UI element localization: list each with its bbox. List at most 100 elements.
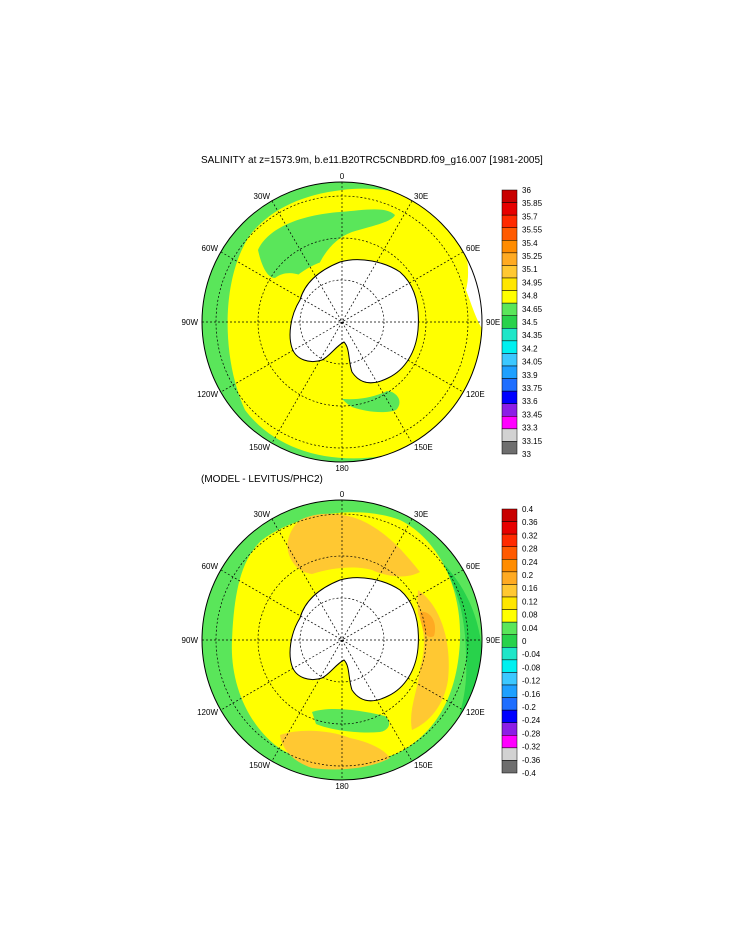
colorbar-swatch — [501, 735, 518, 749]
colorbar-swatch — [501, 508, 518, 522]
colorbar-tick-label: 35.7 — [522, 212, 538, 221]
colorbar-swatch — [501, 760, 518, 774]
lon-label: 180 — [335, 782, 349, 791]
colorbar-tick-label: 0.32 — [522, 531, 538, 540]
lon-label: 120E — [466, 390, 485, 399]
lon-label: 0 — [340, 490, 345, 499]
colorbar-tick-label: 0.08 — [522, 611, 538, 620]
colorbar-swatch — [501, 697, 518, 711]
colorbar-tick-label: -0.08 — [522, 663, 541, 672]
colorbar-tick-label: 33.6 — [522, 397, 538, 406]
map-salinity: 0 30E 60E 90E 120E 150E 180 150W 120W 90… — [182, 172, 543, 473]
lon-label: 60W — [202, 562, 219, 571]
colorbar-tick-label: 34.95 — [522, 278, 543, 287]
lon-label: 120E — [466, 708, 485, 717]
lon-label: 60E — [466, 244, 480, 253]
colorbar-tick-label: 34.05 — [522, 358, 543, 367]
colorbar-tick-label: 33.3 — [522, 424, 538, 433]
colorbar-swatch — [501, 315, 518, 329]
colorbar-tick-label: 0.36 — [522, 518, 538, 527]
colorbar-swatch — [501, 571, 518, 585]
colorbar-salinity: 36 35.85 35.7 35.55 35.4 35.25 35.1 34.95 34.8 34… — [501, 186, 543, 459]
colorbar-tick-label: 34.2 — [522, 344, 538, 353]
colorbar-tick-label: 35.4 — [522, 239, 538, 248]
colorbar-swatch — [501, 672, 518, 686]
colorbar-swatch — [501, 521, 518, 535]
lon-label: 90E — [486, 318, 500, 327]
lon-label: 0 — [340, 172, 345, 181]
colorbar-tick-label: 0.04 — [522, 624, 538, 633]
colorbar-tick-label: 0 — [522, 637, 527, 646]
lon-label: 120W — [197, 708, 218, 717]
colorbar-tick-label: -0.24 — [522, 716, 541, 725]
colorbar-swatch — [501, 647, 518, 661]
colorbar-tick-label: 35.85 — [522, 199, 543, 208]
colorbar-tick-label: 0.12 — [522, 597, 538, 606]
colorbar-swatch — [501, 659, 518, 673]
colorbar-tick-label: 0.16 — [522, 584, 538, 593]
map-title-difference: (MODEL - LEVITUS/PHC2) — [201, 474, 323, 485]
lon-label: 150E — [414, 443, 433, 452]
antarctica-landmass — [289, 577, 419, 702]
colorbar-tick-label: -0.2 — [522, 703, 536, 712]
map-difference: 0 30E 60E 90E 120E 150E 180 150W 120W 90… — [182, 490, 541, 791]
colorbar-swatch — [501, 609, 518, 623]
colorbar-tick-label: 35.25 — [522, 252, 543, 261]
map-border — [201, 181, 483, 463]
colorbar-swatch — [501, 747, 518, 761]
colorbar-tick-label: -0.28 — [522, 729, 541, 738]
lon-label: 90E — [486, 636, 500, 645]
colorbar-swatch — [501, 252, 518, 266]
colorbar-swatch — [501, 277, 518, 291]
salinity-green-weddell — [258, 209, 395, 282]
lon-label: 30E — [414, 192, 428, 201]
colorbar-tick-label: -0.16 — [522, 690, 541, 699]
colorbar-swatch — [501, 202, 518, 216]
colorbar-tick-label: 34.5 — [522, 318, 538, 327]
colorbar-tick-label: -0.32 — [522, 743, 541, 752]
colorbar-swatch — [501, 709, 518, 723]
colorbar-swatch — [501, 559, 518, 573]
colorbar-swatch — [501, 416, 518, 430]
lon-label: 120W — [197, 390, 218, 399]
lon-label: 30W — [254, 192, 271, 201]
colorbar-tick-label: 33.15 — [522, 437, 543, 446]
colorbar-swatch — [501, 403, 518, 417]
colorbar-swatch — [501, 227, 518, 241]
colorbar-tick-label: 33 — [522, 450, 531, 459]
colorbar-swatch — [501, 353, 518, 367]
colorbar-tick-label: 35.1 — [522, 265, 538, 274]
lon-label: 60E — [466, 562, 480, 571]
colorbar-swatch — [501, 365, 518, 379]
colorbar-difference: 0.4 0.36 0.32 0.28 0.24 0.2 0.16 0.12 0.08 0.04 0 -… — [501, 505, 541, 778]
colorbar-swatch — [501, 684, 518, 698]
colorbar-swatch — [501, 189, 518, 203]
colorbar-swatch — [501, 441, 518, 455]
colorbar-tick-label: 33.75 — [522, 384, 543, 393]
colorbar-tick-label: 34.35 — [522, 331, 543, 340]
colorbar-swatch — [501, 722, 518, 736]
antarctica-landmass — [289, 259, 419, 384]
colorbar-tick-label: -0.4 — [522, 769, 536, 778]
colorbar-tick-label: 35.55 — [522, 226, 543, 235]
lon-label: 150W — [249, 443, 270, 452]
colorbar-tick-label: 0.24 — [522, 558, 538, 567]
diff-green-australia — [312, 709, 390, 733]
lon-label: 150E — [414, 761, 433, 770]
colorbar-tick-label: -0.36 — [522, 756, 541, 765]
colorbar-tick-label: -0.04 — [522, 650, 541, 659]
colorbar-swatch — [501, 302, 518, 316]
colorbar-tick-label: 0.4 — [522, 505, 534, 514]
graticule-top — [202, 182, 482, 462]
colorbar-swatch — [501, 390, 518, 404]
colorbar-swatch — [501, 596, 518, 610]
colorbar-swatch — [501, 546, 518, 560]
colorbar-swatch — [501, 328, 518, 342]
lon-label: 180 — [335, 464, 349, 473]
lon-label: 30W — [254, 510, 271, 519]
colorbar-swatch — [501, 634, 518, 648]
colorbar-swatch — [501, 378, 518, 392]
diff-band-orange-south — [280, 730, 390, 770]
colorbar-tick-label: 0.2 — [522, 571, 534, 580]
